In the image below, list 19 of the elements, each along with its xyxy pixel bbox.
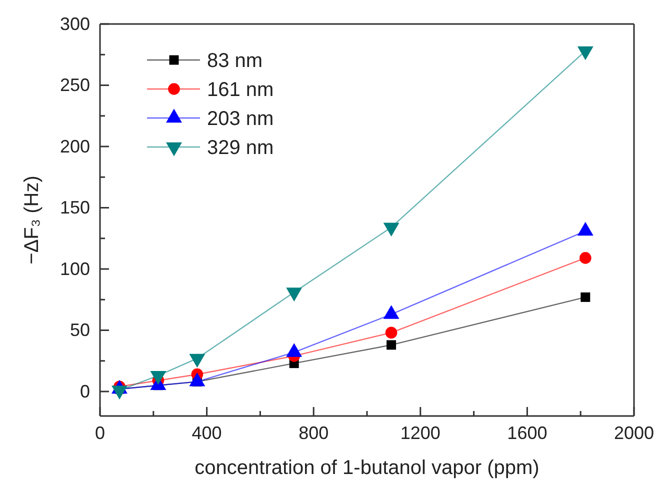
y-tick-label: 150 [60,198,90,218]
legend-label: 83 nm [207,50,263,72]
x-tick-label: 800 [298,422,329,443]
x-tick-label: 1200 [400,422,440,443]
y-tick-label: 200 [60,136,90,156]
y-tick-label: 0 [80,381,90,402]
legend-label: 203 nm [207,108,274,130]
y-tick-label: 100 [60,258,90,279]
legend-label: 329 nm [207,137,274,159]
x-tick-label: 400 [192,422,222,443]
y-axis-title: −ΔF₃ (Hz) [21,176,43,264]
x-axis-title: concentration of 1-butanol vapor (ppm) [194,457,540,479]
x-tick-label: 1600 [507,422,548,443]
x-tick-label: 0 [94,422,106,443]
legend-label: 161 nm [207,79,274,101]
y-tick-label: 50 [70,320,90,340]
y-tick-label: 250 [60,75,90,96]
x-tick-label: 2000 [614,422,654,443]
y-tick-label: 300 [60,14,90,34]
